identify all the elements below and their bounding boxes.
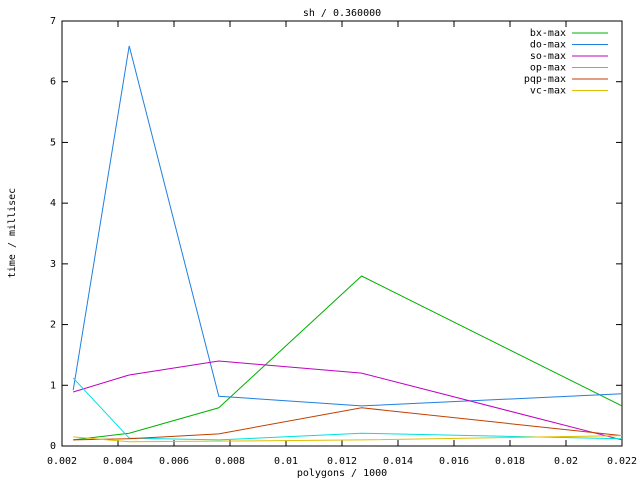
- y-tick-label: 3: [50, 259, 56, 270]
- x-tick-label: 0.01: [274, 456, 298, 467]
- legend-label: do-max: [530, 40, 566, 51]
- y-axis-label: time / millisec: [7, 188, 18, 278]
- series-line: [72, 45, 623, 407]
- series-line: [73, 407, 623, 441]
- x-tick-label: 0.018: [495, 456, 525, 467]
- y-tick-label: 0: [50, 441, 56, 452]
- x-tick-label: 0.02: [554, 456, 578, 467]
- y-tick-label: 1: [50, 380, 56, 391]
- series-line: [73, 360, 623, 441]
- x-tick-label: 0.022: [607, 456, 637, 467]
- series-line: [72, 377, 623, 441]
- legend-label: vc-max: [530, 86, 566, 97]
- x-tick-label: 0.006: [159, 456, 189, 467]
- x-tick-label: 0.012: [327, 456, 357, 467]
- series-line: [73, 435, 623, 443]
- legend-label: op-max: [530, 63, 566, 74]
- legend-label: bx-max: [530, 28, 566, 39]
- legend-label: so-max: [530, 51, 566, 62]
- x-tick-label: 0.016: [439, 456, 469, 467]
- series-line: [73, 275, 623, 441]
- x-tick-label: 0.008: [215, 456, 245, 467]
- y-tick-label: 2: [50, 320, 56, 331]
- x-tick-label: 0.002: [47, 456, 77, 467]
- y-tick-label: 5: [50, 137, 56, 148]
- x-axis-label: polygons / 1000: [297, 468, 387, 479]
- x-tick-label: 0.004: [103, 456, 133, 467]
- y-tick-label: 7: [50, 16, 56, 27]
- y-tick-label: 6: [50, 77, 56, 88]
- chart-title: sh / 0.360000: [303, 8, 381, 19]
- x-tick-label: 0.014: [383, 456, 413, 467]
- y-tick-label: 4: [50, 198, 56, 209]
- legend-label: pqp-max: [524, 74, 566, 85]
